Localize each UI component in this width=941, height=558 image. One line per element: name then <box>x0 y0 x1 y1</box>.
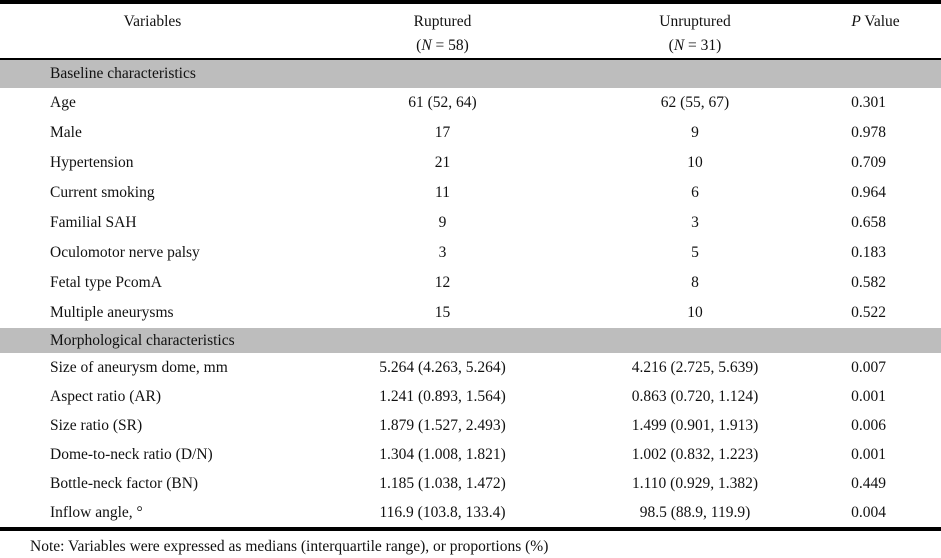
bottom-rule <box>0 527 941 531</box>
cell-unruptured: 10 <box>687 154 703 171</box>
cell-variable: Size ratio (SR) <box>50 416 143 434</box>
cell-unruptured: 10 <box>687 304 703 321</box>
cell-variable: Size of aneurysm dome, mm <box>50 358 228 376</box>
column-header-label: Ruptured <box>413 13 472 30</box>
cell-variable: Multiple aneurysms <box>50 304 174 321</box>
table-row: Size ratio (SR) 1.879 (1.527, 2.493) 1.499… <box>0 411 941 440</box>
cell-ruptured: 5.264 (4.263, 5.264) <box>379 358 506 376</box>
column-header-p-value: P Value <box>810 4 941 58</box>
table-header-row: Variables Ruptured (N = 58) Unruptured (… <box>0 4 941 58</box>
cell-ruptured: 21 <box>434 154 451 171</box>
cell-p-value: 0.301 <box>851 94 886 111</box>
column-header-variables: Variables <box>0 4 305 58</box>
cell-p-value: 0.522 <box>851 304 886 321</box>
cell-variable: Bottle-neck factor (BN) <box>50 474 199 492</box>
cell-unruptured: 3 <box>691 214 699 231</box>
cell-unruptured: 4.216 (2.725, 5.639) <box>631 358 759 376</box>
table-row: Bottle-neck factor (BN) 1.185 (1.038, 1.4… <box>0 469 941 498</box>
table-row: Inflow angle, ° 116.9 (103.8, 133.4) 98.5 … <box>0 498 941 527</box>
cell-p-value: 0.004 <box>851 503 886 521</box>
column-header-label: Variables <box>123 13 182 30</box>
cell-variable: Male <box>50 124 82 141</box>
cell-unruptured: 1.002 (0.832, 1.223) <box>631 445 759 463</box>
cell-ruptured: 1.879 (1.527, 2.493) <box>379 416 506 434</box>
table-row: Size of aneurysm dome, mm 5.264 (4.263, 5… <box>0 353 941 382</box>
cell-p-value: 0.978 <box>851 124 886 141</box>
cell-p-value: 0.709 <box>851 154 886 171</box>
cell-unruptured: 6 <box>691 184 699 201</box>
table-note-row: Note: Variables were expressed as median… <box>0 531 941 558</box>
cell-ruptured: 1.304 (1.008, 1.821) <box>379 445 506 463</box>
cell-ruptured: 11 <box>435 184 450 201</box>
cell-variable: Familial SAH <box>50 214 137 231</box>
cell-p-value: 0.183 <box>851 244 886 261</box>
cell-ruptured: 116.9 (103.8, 133.4) <box>379 503 506 521</box>
cell-unruptured: 98.5 (88.9, 119.9) <box>639 503 751 521</box>
column-header-sub: (N = 31) <box>668 37 722 54</box>
cell-variable: Hypertension <box>50 154 134 171</box>
cell-ruptured: 1.241 (0.893, 1.564) <box>379 387 506 405</box>
table-row: Aspect ratio (AR) 1.241 (0.893, 1.564) 0.8… <box>0 382 941 411</box>
cell-unruptured: 1.499 (0.901, 1.913) <box>631 416 759 434</box>
table-note: Note: Variables were expressed as median… <box>30 538 549 555</box>
cell-ruptured: 9 <box>438 214 447 231</box>
cell-variable: Aspect ratio (AR) <box>50 387 162 405</box>
cell-unruptured: 1.110 (0.929, 1.382) <box>632 474 758 492</box>
cell-variable: Dome-to-neck ratio (D/N) <box>50 445 213 463</box>
column-header-label: P Value <box>851 13 900 30</box>
cell-ruptured: 12 <box>434 274 451 291</box>
cell-variable: Fetal type PcomA <box>50 274 162 291</box>
cell-p-value: 0.001 <box>851 445 886 463</box>
table-row: Male 17 9 0.978 <box>0 118 941 148</box>
column-header-sub: (N = 58) <box>416 37 469 54</box>
table-row: Age 61 (52, 64) 62 (55, 67) 0.301 <box>0 88 941 118</box>
cell-p-value: 0.007 <box>851 358 886 376</box>
cell-variable: Inflow angle, ° <box>50 503 143 521</box>
table-row: Dome-to-neck ratio (D/N) 1.304 (1.008, 1.… <box>0 440 941 469</box>
table-row: Current smoking 11 6 0.964 <box>0 178 941 208</box>
table-row: Oculomotor nerve palsy 3 5 0.183 <box>0 238 941 268</box>
cell-p-value: 0.964 <box>851 184 886 201</box>
section-header: Baseline characteristics <box>0 60 941 88</box>
cell-unruptured: 8 <box>691 274 699 291</box>
cell-ruptured: 1.185 (1.038, 1.472) <box>379 474 506 492</box>
cell-ruptured: 15 <box>434 304 451 321</box>
column-header-unruptured: Unruptured (N = 31) <box>580 4 810 58</box>
cell-p-value: 0.449 <box>851 474 886 492</box>
cell-ruptured: 3 <box>438 244 447 261</box>
cell-unruptured: 62 (55, 67) <box>660 94 730 111</box>
cell-unruptured: 9 <box>691 124 699 141</box>
table-row: Multiple aneurysms 15 10 0.522 <box>0 298 941 328</box>
table-row: Hypertension 21 10 0.709 <box>0 148 941 178</box>
section-header-label: Morphological characteristics <box>50 331 235 349</box>
cell-variable: Current smoking <box>50 184 155 201</box>
section-header-label: Baseline characteristics <box>50 65 196 82</box>
table-row: Fetal type PcomA 12 8 0.582 <box>0 268 941 298</box>
cell-unruptured: 0.863 (0.720, 1.124) <box>631 387 759 405</box>
cell-variable: Age <box>50 94 76 111</box>
cell-p-value: 0.001 <box>851 387 886 405</box>
header-rule <box>0 58 941 60</box>
section-header: Morphological characteristics <box>0 328 941 353</box>
cell-p-value: 0.582 <box>851 274 886 291</box>
cell-variable: Oculomotor nerve palsy <box>50 244 200 261</box>
cell-p-value: 0.658 <box>851 214 886 231</box>
column-header-label: Unruptured <box>659 13 731 30</box>
cell-ruptured: 17 <box>434 124 451 141</box>
cell-p-value: 0.006 <box>851 416 886 434</box>
table-row: Familial SAH 9 3 0.658 <box>0 208 941 238</box>
column-header-ruptured: Ruptured (N = 58) <box>305 4 580 58</box>
cell-unruptured: 5 <box>691 244 699 261</box>
cell-ruptured: 61 (52, 64) <box>408 94 477 111</box>
top-rule <box>0 0 941 4</box>
table-body: Baseline characteristics Age 61 (52, 64) 62… <box>0 60 941 527</box>
